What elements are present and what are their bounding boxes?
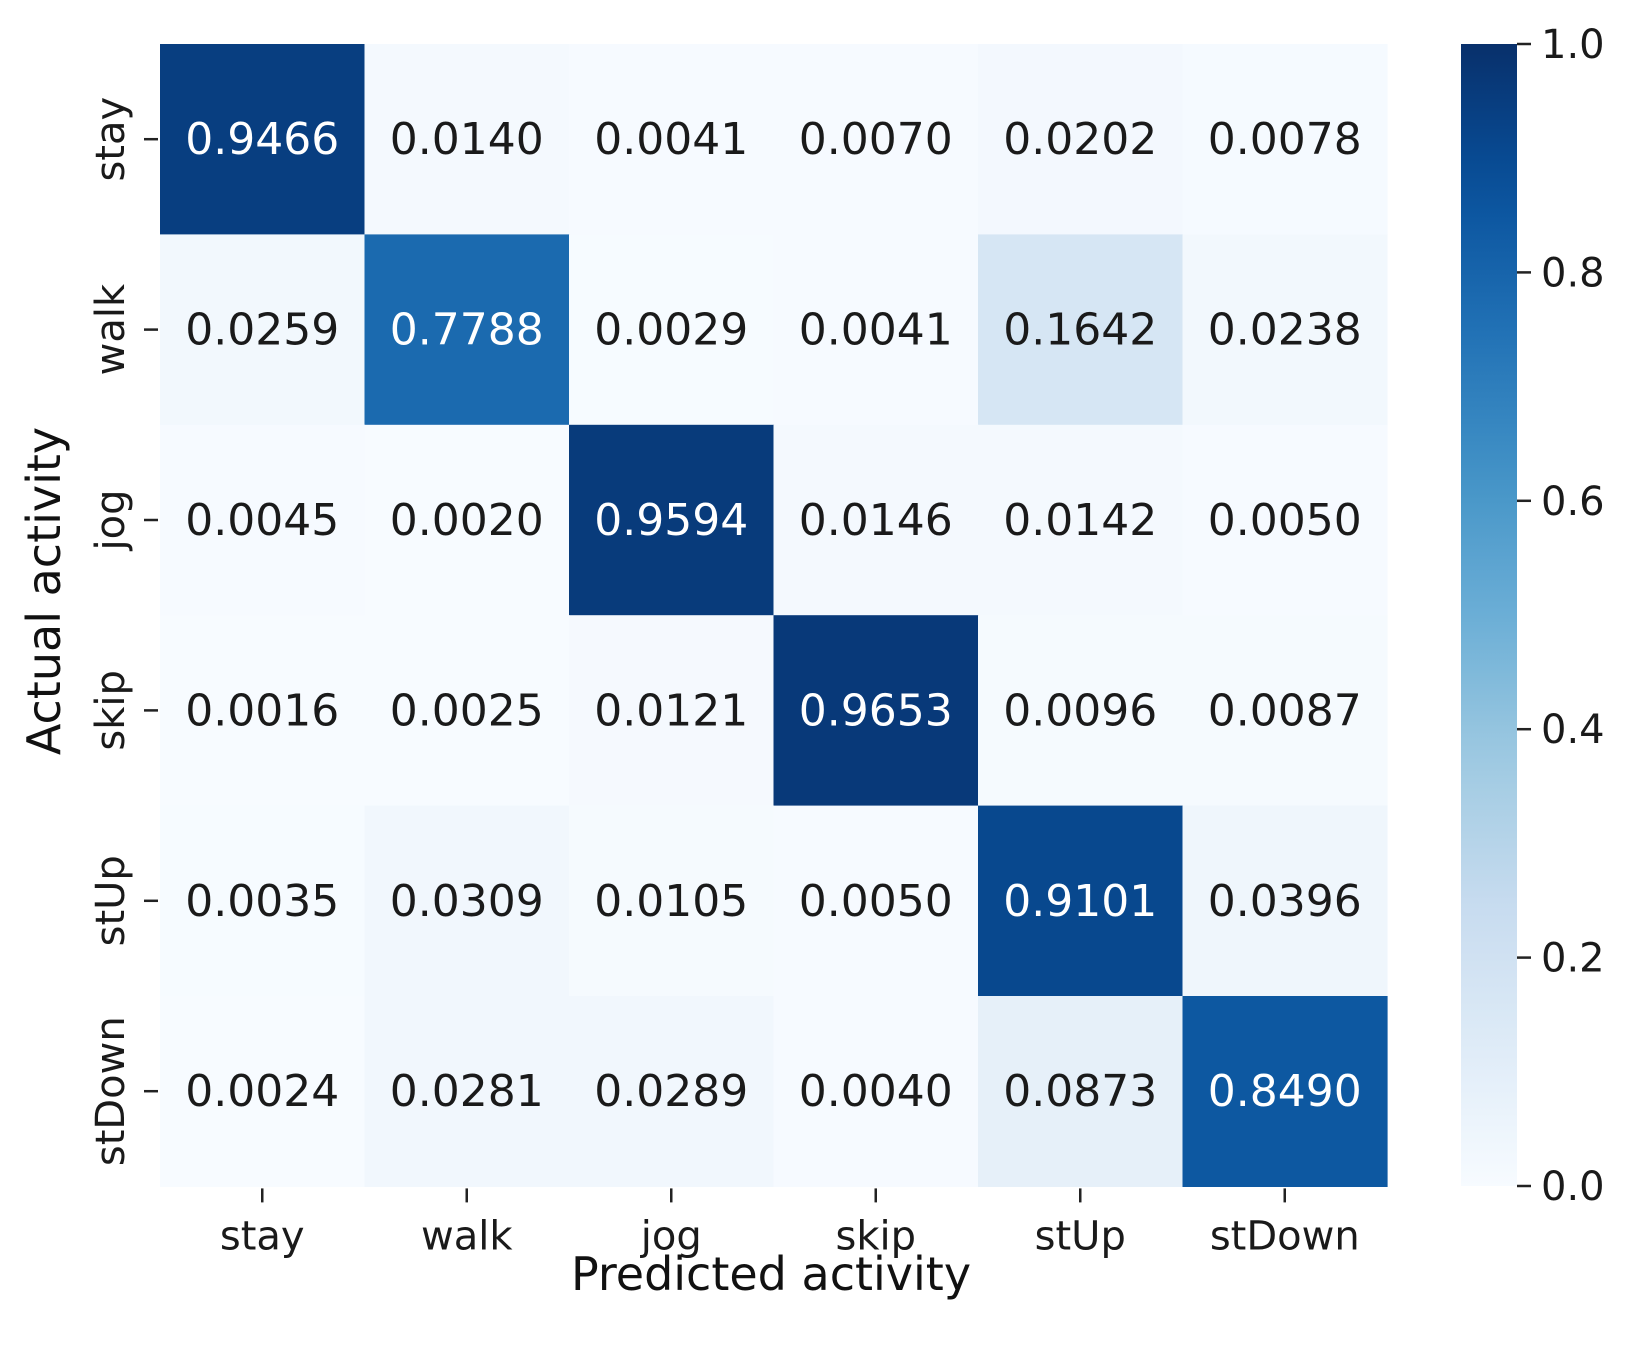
- heatmap-cell: [364, 996, 570, 1187]
- cell-value-label: 0.0146: [799, 495, 953, 546]
- heatmap-cell: [569, 805, 775, 997]
- heatmap-cell: [773, 234, 979, 426]
- colorbar-tick-label: 0.6: [1541, 479, 1605, 525]
- colorbar-tick-label: 1.0: [1541, 22, 1605, 68]
- y-tick-label: stUp: [88, 855, 134, 946]
- y-tick-label: stay: [88, 97, 134, 182]
- heatmap-cell: [1182, 44, 1388, 235]
- cell-value-label: 0.9653: [799, 685, 953, 736]
- cell-value-label: 0.0105: [594, 876, 748, 927]
- y-tick-label: skip: [88, 670, 134, 751]
- x-tick-label: stay: [220, 1213, 305, 1259]
- cell-value-label: 0.0202: [1003, 114, 1157, 165]
- colorbar-tick-label: 0.2: [1541, 936, 1605, 982]
- cell-value-label: 0.9594: [594, 495, 748, 546]
- cell-value-label: 0.0070: [799, 114, 953, 165]
- cell-value-label: 0.0142: [1003, 495, 1157, 546]
- heatmap-cell: [1182, 234, 1388, 426]
- cell-value-label: 0.0050: [1208, 495, 1362, 546]
- heatmap-cell: [1182, 424, 1388, 616]
- heatmap-cell: [773, 44, 979, 235]
- y-tick-label: jog: [88, 490, 134, 552]
- cell-value-label: 0.0121: [594, 685, 748, 736]
- heatmap-cell: [364, 615, 570, 807]
- heatmap-cell: [773, 805, 979, 997]
- heatmap-cell: [1182, 996, 1388, 1187]
- heatmap-cell: [160, 424, 366, 616]
- y-tick-label: walk: [88, 283, 134, 375]
- y-axis-label: Actual activity: [17, 427, 71, 755]
- heatmap-cell: [160, 996, 366, 1187]
- x-tick-label: stDown: [1210, 1213, 1360, 1259]
- cell-value-label: 0.0396: [1208, 876, 1362, 927]
- cell-value-label: 0.0078: [1208, 114, 1362, 165]
- heatmap-cell: [364, 234, 570, 426]
- cell-value-label: 0.1642: [1003, 305, 1157, 356]
- cell-value-label: 0.0041: [799, 305, 953, 356]
- colorbar: [1461, 44, 1517, 1186]
- y-tick-label: stDown: [88, 1016, 134, 1166]
- heatmap-cell: [160, 234, 366, 426]
- x-tick-label: skip: [835, 1213, 916, 1259]
- cell-value-label: 0.0025: [390, 685, 544, 736]
- cell-value-label: 0.0035: [185, 876, 339, 927]
- heatmap-cell: [773, 996, 979, 1187]
- heatmap-cell: [978, 996, 1184, 1187]
- cell-value-label: 0.0140: [390, 114, 544, 165]
- heatmap-cell: [569, 996, 775, 1187]
- x-axis-ticks: stay walk jog skip stUp stDown: [220, 1188, 1360, 1259]
- x-axis-label: Predicted activity: [571, 1247, 971, 1301]
- cell-value-label: 0.0259: [185, 305, 339, 356]
- cell-value-label: 0.0309: [390, 876, 544, 927]
- heatmap-cell: [364, 805, 570, 997]
- cell-value-label: 0.0029: [594, 305, 748, 356]
- cell-value-label: 0.0016: [185, 685, 339, 736]
- x-tick-label: walk: [421, 1213, 513, 1259]
- cell-value-label: 0.0238: [1208, 305, 1362, 356]
- heatmap-cell: [364, 424, 570, 616]
- heatmap-cells: 0.9466 0.0140 0.0041 0.0070 0.0202 0.0078 0.02…: [160, 44, 1388, 1187]
- heatmap-cell: [978, 615, 1184, 807]
- x-tick-label: jog: [640, 1213, 702, 1259]
- x-tick-label: stUp: [1035, 1213, 1126, 1259]
- colorbar-ticks: 0.0 0.2 0.4 0.6 0.8 1.0: [1517, 22, 1605, 1210]
- y-axis-ticks: stay walk jog skip stUp stDown: [88, 97, 158, 1166]
- colorbar-tick-label: 0.4: [1541, 707, 1605, 753]
- heatmap-cell: [773, 424, 979, 616]
- cell-value-label: 0.0020: [390, 495, 544, 546]
- heatmap-cell: [569, 424, 775, 616]
- cell-value-label: 0.8490: [1208, 1066, 1362, 1117]
- heatmap-cell: [160, 805, 366, 997]
- cell-value-label: 0.0050: [799, 876, 953, 927]
- heatmap-cell: [569, 234, 775, 426]
- cell-value-label: 0.0024: [185, 1066, 339, 1117]
- cell-value-label: 0.7788: [390, 305, 544, 356]
- colorbar-tick-label: 0.8: [1541, 250, 1605, 296]
- heatmap-cell: [978, 805, 1184, 997]
- colorbar-tick-label: 0.0: [1541, 1164, 1605, 1210]
- cell-value-label: 0.0045: [185, 495, 339, 546]
- heatmap-cell: [978, 424, 1184, 616]
- heatmap-cell: [978, 44, 1184, 235]
- cell-value-label: 0.9101: [1003, 876, 1157, 927]
- heatmap-cell: [569, 615, 775, 807]
- heatmap-cell: [160, 615, 366, 807]
- heatmap-cell: [1182, 805, 1388, 997]
- cell-value-label: 0.9466: [185, 114, 339, 165]
- cell-value-label: 0.0087: [1208, 685, 1362, 736]
- heatmap-cell: [364, 44, 570, 235]
- cell-value-label: 0.0041: [594, 114, 748, 165]
- heatmap-cell: [569, 44, 775, 235]
- heatmap-cell: [773, 615, 979, 807]
- heatmap-cell: [978, 234, 1184, 426]
- cell-value-label: 0.0289: [594, 1066, 748, 1117]
- cell-value-label: 0.0281: [390, 1066, 544, 1117]
- cell-value-label: 0.0873: [1003, 1066, 1157, 1117]
- heatmap-cell: [160, 44, 366, 235]
- heatmap-cell: [1182, 615, 1388, 807]
- cell-value-label: 0.0096: [1003, 685, 1157, 736]
- cell-value-label: 0.0040: [799, 1066, 953, 1117]
